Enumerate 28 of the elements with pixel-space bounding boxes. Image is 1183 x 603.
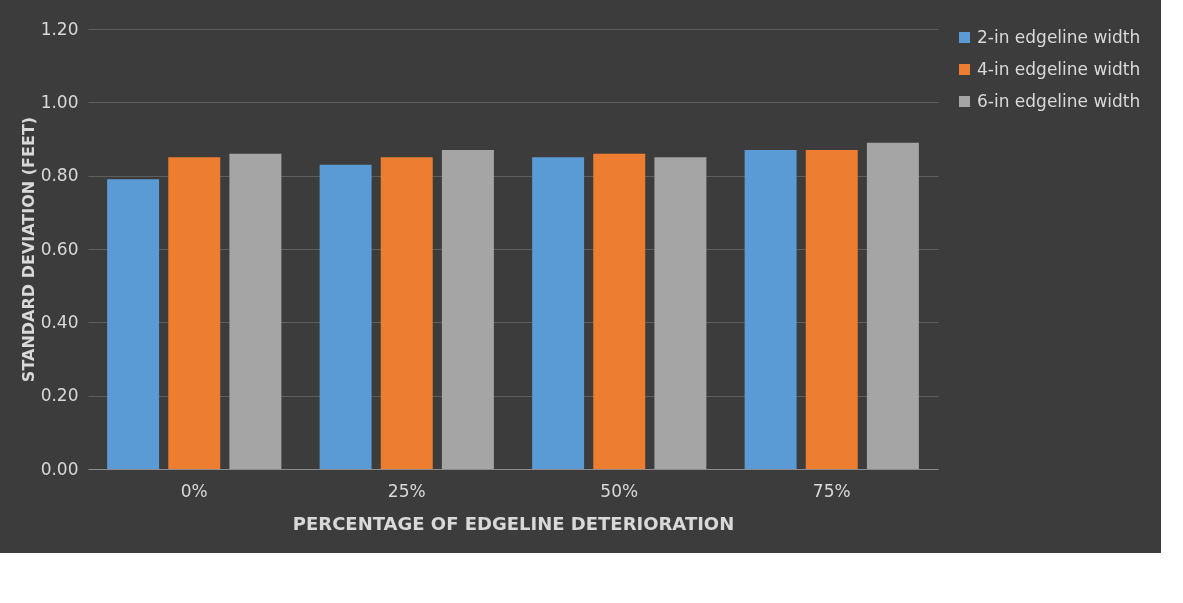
bar: [168, 157, 221, 469]
x-tick-label: 25%: [387, 480, 426, 501]
y-tick-label: 0.60: [40, 238, 79, 259]
bar: [805, 150, 858, 469]
bar: [532, 157, 585, 469]
y-tick-label: 0.40: [40, 311, 79, 332]
y-tick-label: 0.20: [40, 385, 79, 406]
x-tick-label: 50%: [600, 480, 639, 501]
bar: [744, 150, 797, 469]
y-tick-label: 1.20: [40, 18, 79, 39]
bar: [107, 179, 160, 469]
legend-label: 2-in edgeline width: [977, 26, 1141, 47]
y-tick-label: 1.00: [40, 91, 79, 112]
bar: [593, 153, 646, 469]
bar: [229, 153, 282, 469]
bar: [866, 142, 919, 469]
y-tick-label: 0.80: [40, 165, 79, 186]
legend-label: 4-in edgeline width: [977, 58, 1141, 79]
bar: [319, 164, 372, 469]
x-tick-label: 75%: [812, 480, 851, 501]
bar: [441, 150, 494, 469]
bar: [654, 157, 707, 469]
y-tick-label: 0.00: [40, 458, 79, 479]
legend-label: 6-in edgeline width: [977, 90, 1141, 111]
x-axis-title: PERCENTAGE OF EDGELINE DETERIORATION: [292, 512, 735, 534]
bar: [380, 157, 433, 469]
x-tick-label: 0%: [180, 480, 208, 501]
y-axis-title: STANDARD DEVIATION (FEET): [18, 116, 38, 383]
